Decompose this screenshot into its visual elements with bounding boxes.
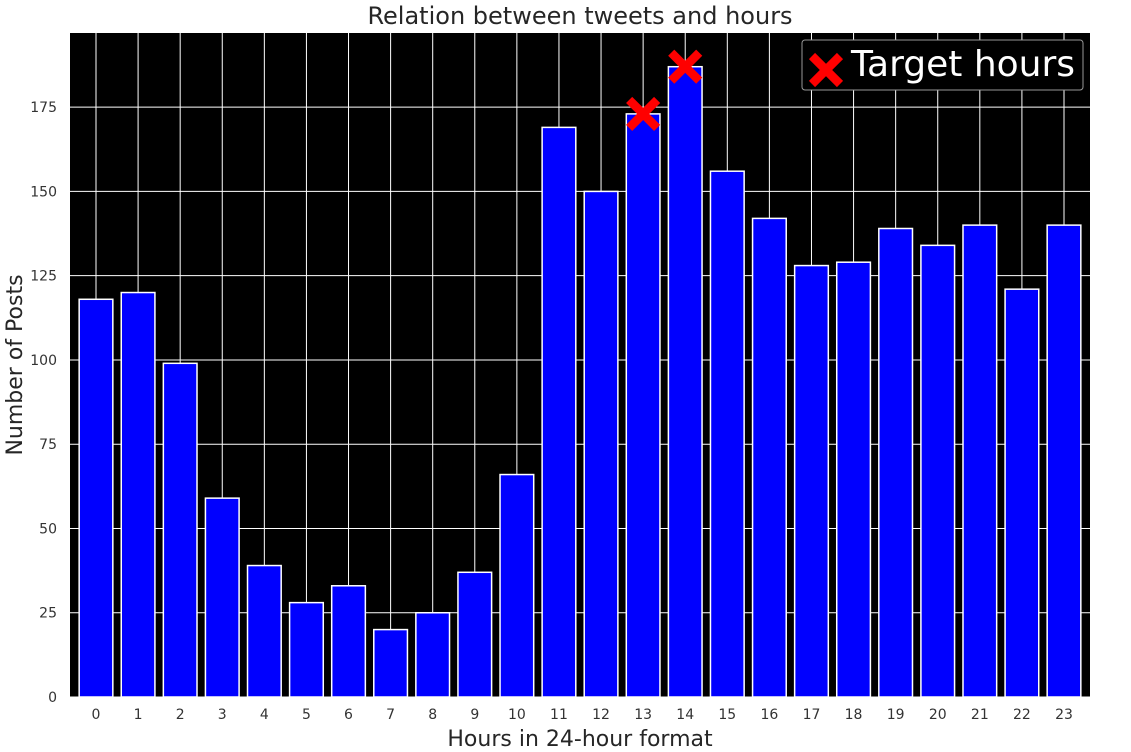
x-tick-label: 0 (92, 707, 101, 723)
bar (78, 298, 114, 698)
x-tick-label: 6 (344, 707, 353, 723)
y-tick-label: 175 (30, 100, 57, 116)
x-tick-label: 9 (470, 707, 479, 723)
bar (457, 571, 493, 698)
bar (1004, 288, 1040, 698)
bar (330, 585, 367, 698)
legend-marker-icon (808, 52, 844, 88)
x-tick-label: 7 (386, 707, 395, 723)
y-tick-label: 150 (30, 184, 57, 200)
bar (709, 170, 745, 698)
y-tick-label: 100 (30, 353, 57, 369)
y-tick-label: 25 (39, 606, 57, 622)
x-tick-label: 2 (176, 707, 185, 723)
x-axis-title: Hours in 24-hour format (447, 727, 713, 752)
y-tick-label: 125 (30, 269, 57, 285)
y-tick-label: 50 (39, 521, 57, 537)
bar (162, 362, 198, 698)
x-tick-label: 23 (1055, 707, 1073, 723)
bar (878, 227, 914, 698)
bars (78, 65, 1082, 698)
x-tick-label: 4 (260, 707, 269, 723)
bar (920, 244, 956, 698)
x-tick-label: 8 (428, 707, 437, 723)
bar (1046, 224, 1082, 698)
bar (835, 261, 872, 698)
x-tick-label: 14 (676, 707, 694, 723)
legend-label: Target hours (850, 44, 1075, 85)
x-tick-label: 19 (887, 707, 905, 723)
bar (793, 264, 830, 698)
y-tick-label: 0 (48, 690, 57, 706)
x-tick-label: 10 (508, 707, 526, 723)
bar (667, 65, 703, 698)
x-tick-label: 5 (302, 707, 311, 723)
y-tick-label: 75 (39, 437, 57, 453)
x-tick-label: 20 (929, 707, 947, 723)
target-marker (668, 49, 703, 84)
x-tick-label: 3 (218, 707, 227, 723)
legend: Target hours (801, 39, 1084, 91)
x-tick-label: 16 (760, 707, 778, 723)
bar (120, 291, 156, 698)
legend-x-icon (808, 52, 844, 88)
bar (583, 190, 619, 698)
bar (246, 564, 282, 698)
x-tick-label: 13 (634, 707, 652, 723)
y-tick-labels: 0 25 50 75 100 125 150 175 (30, 100, 57, 706)
y-axis-title: Number of Posts (3, 274, 28, 455)
target-marker (626, 96, 661, 131)
x-tick-label: 12 (592, 707, 610, 723)
target-markers (626, 49, 703, 131)
x-tick-label: 22 (1013, 707, 1031, 723)
bar (499, 473, 535, 698)
bar (625, 113, 661, 698)
bar (541, 126, 577, 698)
bar (751, 217, 787, 698)
x-tick-labels: 0 1 2 3 4 5 6 7 8 9 10 11 12 13 14 15 16 17 18 19 20 21 22 23 (92, 707, 1073, 723)
bar (962, 224, 998, 698)
chart-title: Relation between tweets and hours (367, 2, 792, 30)
plot-area (70, 33, 1090, 697)
x-tick-label: 17 (803, 707, 821, 723)
x-tick-label: 1 (134, 707, 143, 723)
bar (373, 628, 409, 698)
x-tick-label: 15 (718, 707, 736, 723)
x-tick-label: 11 (550, 707, 568, 723)
x-tick-label: 21 (971, 707, 989, 723)
legend-box (801, 39, 1084, 91)
bar (415, 611, 451, 698)
bar (288, 601, 325, 698)
x-tick-label: 18 (845, 707, 863, 723)
bar (204, 497, 240, 698)
